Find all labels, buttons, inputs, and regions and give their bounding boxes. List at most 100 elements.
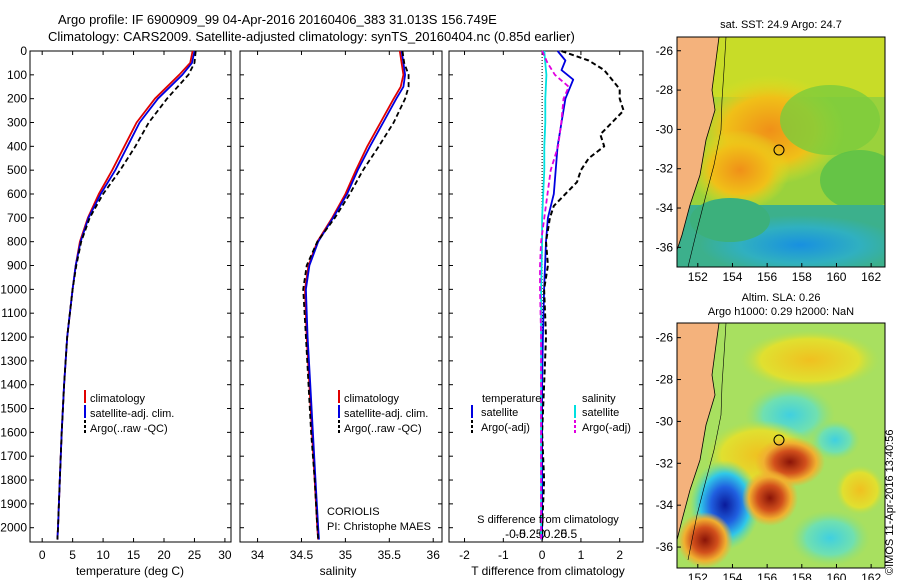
depth-tick-label: 1100 bbox=[1, 306, 27, 320]
legend-satellite: satellite-adj. clim. bbox=[90, 408, 174, 420]
lon-tick-label: 152 bbox=[688, 571, 708, 580]
series-line-satellite-adj-clim bbox=[56, 50, 196, 540]
salinity-xlabel: salinity bbox=[320, 564, 357, 578]
series-line-argo-raw-qc bbox=[56, 50, 197, 540]
x-tick-label: 0 bbox=[39, 548, 46, 562]
x-tick-label: 15 bbox=[127, 548, 141, 562]
temperature-xlabel: temperature (deg C) bbox=[76, 564, 184, 578]
sla-land bbox=[677, 323, 719, 540]
depth-tick-label: 1200 bbox=[0, 330, 27, 344]
depth-tick-label: 0 bbox=[20, 44, 27, 58]
lon-tick-label: 160 bbox=[826, 571, 846, 580]
legend-climatology: climatology bbox=[344, 393, 400, 405]
salinity-depth-ticks bbox=[240, 50, 442, 529]
legend-argo: Argo(..raw -QC) bbox=[90, 423, 168, 435]
legend-temperature-header: temperature bbox=[482, 393, 541, 405]
sst-land bbox=[677, 37, 719, 250]
depth-tick-label: 400 bbox=[7, 139, 27, 153]
header-line-2: Climatology: CARS2009. Satellite-adjuste… bbox=[48, 29, 575, 44]
legend-t-argo: Argo(-adj) bbox=[481, 422, 530, 434]
t-difference-xlabel: T difference from climatology bbox=[471, 564, 625, 578]
x-tick-label: 20 bbox=[157, 548, 171, 562]
lat-tick-label: -26 bbox=[656, 44, 674, 58]
salinity-plot: 34 34.5 35 35.5 36 salinity climatology sate… bbox=[239, 50, 443, 578]
salinity-axes-box bbox=[239, 50, 443, 543]
sla-map: Altim. SLA: 0.26 Argo h1000: 0.29 h2000:… bbox=[656, 292, 886, 585]
x-tick-label: -2 bbox=[459, 548, 470, 562]
lat-tick-label: -32 bbox=[656, 456, 674, 470]
lon-tick-label: 152 bbox=[688, 270, 708, 284]
legend-s-argo: Argo(-adj) bbox=[582, 422, 631, 434]
salinity-series bbox=[302, 50, 410, 540]
header-line-1: Argo profile: IF 6900909_99 04-Apr-2016 … bbox=[58, 12, 497, 27]
x-tick-label: 5 bbox=[69, 548, 76, 562]
x-tick-label: 25 bbox=[188, 548, 202, 562]
depth-tick-label: 700 bbox=[7, 211, 27, 225]
sla-map-title-2: Argo h1000: 0.29 h2000: NaN bbox=[708, 306, 854, 318]
depth-tick-label: 100 bbox=[7, 68, 27, 82]
lon-tick-label: 158 bbox=[792, 571, 812, 580]
temperature-plot: 0100200300400500600700800900100011001200… bbox=[0, 44, 232, 578]
depth-tick-label: 600 bbox=[7, 187, 27, 201]
series-line-satellite-adj-clim bbox=[304, 50, 407, 540]
sla-map-title-1: Altim. SLA: 0.26 bbox=[742, 292, 821, 304]
timestamp-stamp: ©IMOS 11-Apr-2016 13:40:56 bbox=[884, 430, 896, 575]
depth-tick-label: 1300 bbox=[0, 354, 27, 368]
x-tick-label: 35.5 bbox=[378, 548, 402, 562]
temperature-series bbox=[56, 50, 197, 540]
depth-tick-label: 1500 bbox=[0, 402, 27, 416]
difference-depth-ticks bbox=[449, 50, 643, 529]
lon-tick-label: 154 bbox=[722, 270, 742, 284]
x-tick-label: 35 bbox=[339, 548, 353, 562]
lat-tick-label: -32 bbox=[656, 162, 674, 176]
depth-tick-label: 500 bbox=[7, 163, 27, 177]
lat-tick-label: -30 bbox=[656, 414, 674, 428]
legend-satellite: satellite-adj. clim. bbox=[344, 408, 428, 420]
x-tick-label: 30 bbox=[218, 548, 232, 562]
depth-axis: 0 100 200 300 400 500 600 700 800 900 1000 1100 1200… bbox=[0, 44, 231, 535]
depth-tick-label: 1800 bbox=[0, 473, 27, 487]
series-line-t-satellite bbox=[541, 50, 575, 540]
lat-tick-label: -28 bbox=[656, 373, 674, 387]
x-tick-label: 34.5 bbox=[290, 548, 314, 562]
pi-label: PI: Christophe MAES bbox=[327, 521, 431, 533]
depth-tick-label: 1400 bbox=[0, 378, 27, 392]
depth-tick-label: 1600 bbox=[0, 425, 27, 439]
legend-climatology: climatology bbox=[90, 393, 146, 405]
legend-argo: Argo(..raw -QC) bbox=[344, 423, 422, 435]
depth-tick-label: 1900 bbox=[0, 497, 27, 511]
lon-tick-label: 162 bbox=[861, 571, 881, 580]
lon-tick-label: 156 bbox=[757, 270, 777, 284]
lon-tick-label: 162 bbox=[861, 270, 881, 284]
legend-s-satellite: satellite bbox=[582, 407, 619, 419]
sst-argo-location-marker bbox=[773, 144, 785, 156]
x-tick-label: 0 bbox=[539, 548, 546, 562]
sst-map: sat. SST: 24.9 Argo: 24.7 152 154 156 158 16… bbox=[656, 19, 886, 284]
x-tick-label: 34 bbox=[251, 548, 265, 562]
series-line-t-argo-adj bbox=[541, 50, 625, 540]
lat-tick-label: -30 bbox=[656, 122, 674, 136]
difference-legend: temperature salinity satellite Argo(-adj… bbox=[471, 393, 631, 434]
lon-tick-label: 158 bbox=[792, 270, 812, 284]
difference-axes-box bbox=[448, 50, 644, 543]
legend-salinity-header: salinity bbox=[582, 393, 616, 405]
sst-map-axes: 152 154 156 158 160 162 -26 -28 -30 -32 -34 -36 bbox=[656, 44, 882, 284]
series-line-climatology bbox=[56, 50, 194, 540]
lat-tick-label: -36 bbox=[656, 240, 674, 254]
temperature-x-axis: 0 5 10 15 20 25 30 bbox=[39, 51, 232, 562]
lon-tick-label: 160 bbox=[826, 270, 846, 284]
salinity-legend: climatology satellite-adj. clim. Argo(..… bbox=[338, 390, 428, 435]
lon-tick-label: 154 bbox=[722, 571, 742, 580]
sst-field bbox=[677, 37, 885, 267]
lon-tick-label: 156 bbox=[757, 571, 777, 580]
x-top-tick-label: 0.25 bbox=[544, 527, 568, 541]
temperature-axes-box bbox=[29, 50, 232, 543]
depth-tick-label: 1000 bbox=[0, 282, 27, 296]
x-tick-label: 1 bbox=[578, 548, 585, 562]
sla-field bbox=[677, 323, 885, 568]
sst-map-title: sat. SST: 24.9 Argo: 24.7 bbox=[720, 19, 842, 31]
depth-tick-label: 300 bbox=[7, 116, 27, 130]
x-top-tick-label: -0.5 bbox=[505, 527, 526, 541]
depth-tick-label: 1700 bbox=[0, 449, 27, 463]
